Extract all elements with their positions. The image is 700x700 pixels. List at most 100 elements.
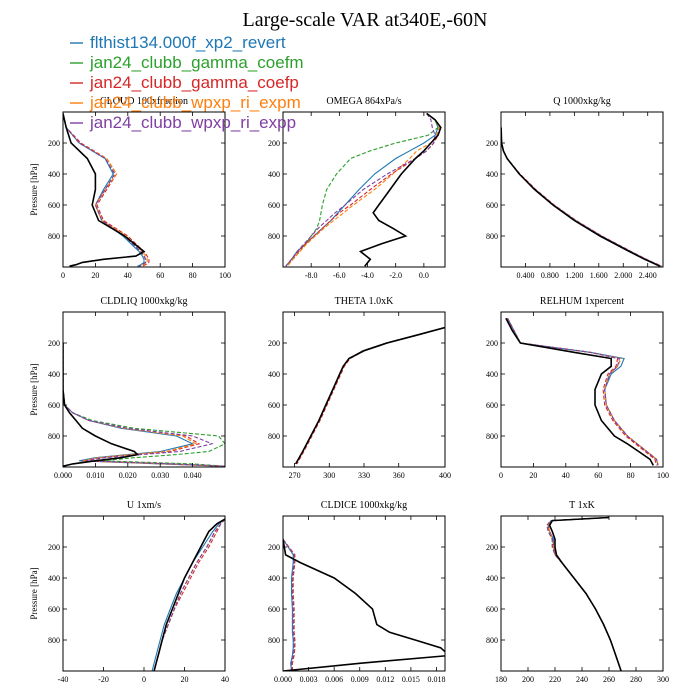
series-line xyxy=(546,516,622,671)
series-line xyxy=(153,518,225,671)
plot-frame xyxy=(282,111,446,268)
x-tick-label: -8.0 xyxy=(305,271,318,280)
figure-title: Large-scale VAR at340E,-60N xyxy=(243,9,488,31)
panel-title: CLDICE 1000xkg/kg xyxy=(321,500,407,511)
series-line xyxy=(153,518,225,671)
y-tick-label: 200 xyxy=(486,543,498,552)
series-line xyxy=(283,539,445,671)
series-line xyxy=(63,343,225,467)
y-tick-label: 800 xyxy=(486,432,498,441)
x-tick-label: 1.600 xyxy=(590,271,608,280)
x-tick-label: 40 xyxy=(562,471,570,480)
y-tick-label: 200 xyxy=(268,339,280,348)
series-line xyxy=(153,518,225,671)
series-line xyxy=(501,127,662,267)
plot-frame xyxy=(282,515,446,672)
x-tick-label: -4.0 xyxy=(361,271,374,280)
panel-title: Q 1000xkg/kg xyxy=(553,96,611,107)
x-tick-label: 0.015 xyxy=(402,675,420,684)
legend-item: flthist134.000f_xp2_revert xyxy=(70,33,286,52)
y-tick-label: 600 xyxy=(486,401,498,410)
panel-title: U 1xm/s xyxy=(127,500,161,511)
legend-label: jan24_clubb_gamma_coefp xyxy=(89,73,299,92)
y-tick-label: 400 xyxy=(268,170,280,179)
legend-item: jan24_clubb_wpxp_ri_expp xyxy=(70,113,296,132)
series-line xyxy=(547,516,622,671)
panel-1: CLOUD 100xfraction 0 20 40 60 80 100 200 400 600 8… xyxy=(29,96,231,280)
x-tick-label: 0.0 xyxy=(419,271,429,280)
series-line xyxy=(507,317,659,466)
y-tick-label: 200 xyxy=(268,543,280,552)
x-tick-label: 0.006 xyxy=(325,675,343,684)
series-lines xyxy=(63,113,150,267)
x-tick-label: 60 xyxy=(594,471,602,480)
x-tick-label: 0.030 xyxy=(151,471,169,480)
series-line xyxy=(63,343,225,467)
plot-frame xyxy=(500,111,664,268)
x-tick-label: 240 xyxy=(576,675,588,684)
series-line xyxy=(296,326,445,465)
y-axis-label: Pressure [hPa] xyxy=(29,363,39,415)
panel-8: CLDICE 1000xkg/kg 0.000 0.003 0.006 0.009 0.0… xyxy=(268,500,446,684)
series-lines xyxy=(546,516,622,671)
series-line xyxy=(151,518,225,671)
series-line xyxy=(547,516,622,671)
x-tick-label: 0.012 xyxy=(376,675,394,684)
x-tick-label: -20 xyxy=(98,675,109,684)
series-line xyxy=(153,518,225,671)
legend-item: jan24_clubb_gamma_coefm xyxy=(70,53,304,72)
x-tick-label: 60 xyxy=(156,271,164,280)
series-line xyxy=(286,113,441,267)
series-lines xyxy=(295,326,445,465)
legend-label: jan24_clubb_gamma_coefm xyxy=(89,53,304,72)
series-line xyxy=(285,113,436,267)
series-lines xyxy=(63,343,225,467)
y-tick-label: 800 xyxy=(268,636,280,645)
x-tick-label: 260 xyxy=(603,675,615,684)
y-tick-label: 400 xyxy=(48,170,60,179)
x-tick-label: 2.400 xyxy=(639,271,657,280)
x-tick-label: 400 xyxy=(439,471,451,480)
y-tick-label: 400 xyxy=(486,170,498,179)
x-tick-label: 360 xyxy=(393,471,405,480)
panel-4: CLDLIQ 1000xkg/kg 0.000 0.010 0.020 0.030 0.0… xyxy=(29,296,226,480)
panel-6: RELHUM 1xpercent 0 20 40 60 80 100 200 400 600 800 xyxy=(486,296,669,480)
x-tick-label: -40 xyxy=(58,675,69,684)
panel-title: T 1xK xyxy=(569,500,595,511)
y-tick-label: 400 xyxy=(48,370,60,379)
y-tick-label: 600 xyxy=(48,605,60,614)
y-tick-label: 200 xyxy=(486,339,498,348)
legend-label: jan24_clubb_wpxp_ri_expm xyxy=(89,93,301,112)
x-tick-label: 0.003 xyxy=(300,675,318,684)
y-tick-label: 200 xyxy=(486,139,498,148)
y-tick-label: 800 xyxy=(48,232,60,241)
y-tick-label: 600 xyxy=(268,201,280,210)
series-line xyxy=(286,113,439,267)
plot-frame xyxy=(62,311,226,468)
panel-7: U 1xm/s -40 -20 0 20 40 200 400 600 800 Pressure [… xyxy=(29,500,229,684)
series-line xyxy=(546,516,622,671)
y-axis-label: Pressure [hPa] xyxy=(29,163,39,215)
series-line xyxy=(63,343,225,467)
y-tick-label: 400 xyxy=(486,370,498,379)
series-line xyxy=(283,538,295,671)
x-tick-label: 2.000 xyxy=(614,271,632,280)
x-tick-label: 80 xyxy=(189,271,197,280)
y-tick-label: 800 xyxy=(486,636,498,645)
x-tick-label: 20 xyxy=(181,675,189,684)
series-line xyxy=(63,343,140,467)
y-tick-label: 400 xyxy=(268,574,280,583)
x-tick-label: 0 xyxy=(142,675,146,684)
y-tick-label: 600 xyxy=(268,401,280,410)
series-lines xyxy=(283,538,445,671)
series-line xyxy=(501,127,662,267)
series-line xyxy=(505,317,655,466)
y-tick-label: 800 xyxy=(268,232,280,241)
x-tick-label: 0.000 xyxy=(274,675,292,684)
y-tick-label: 200 xyxy=(48,339,60,348)
x-tick-label: 220 xyxy=(549,675,561,684)
x-tick-label: 330 xyxy=(358,471,370,480)
panel-title: CLDLIQ 1000xkg/kg xyxy=(101,296,188,307)
y-tick-label: 600 xyxy=(486,605,498,614)
